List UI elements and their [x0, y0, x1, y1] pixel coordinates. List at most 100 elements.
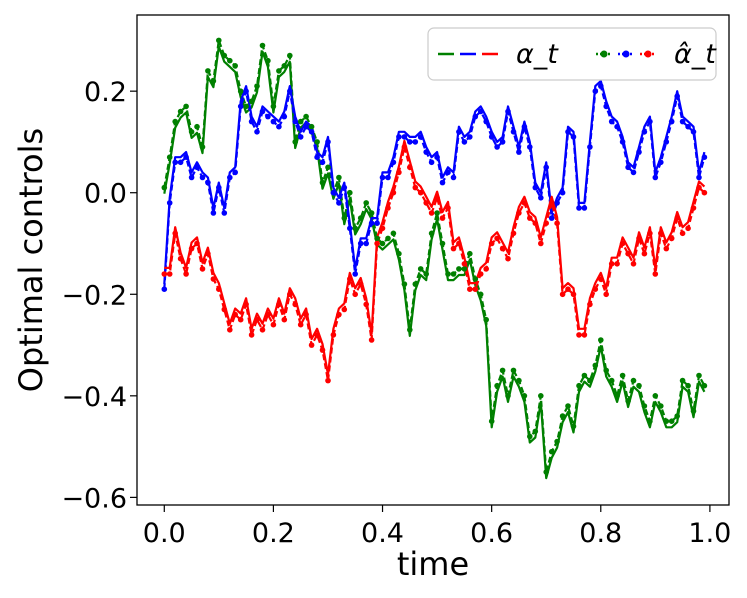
data-point	[641, 129, 648, 135]
data-point	[423, 271, 430, 277]
data-point	[363, 200, 370, 206]
data-point	[548, 448, 555, 455]
data-point	[625, 398, 631, 404]
data-point	[254, 129, 260, 135]
data-point	[248, 98, 255, 105]
data-point	[259, 327, 266, 333]
data-point	[232, 63, 238, 69]
data-point	[559, 189, 566, 196]
data-point	[603, 367, 609, 374]
data-point	[614, 123, 620, 130]
data-point	[297, 118, 304, 125]
data-point	[237, 103, 244, 110]
data-point	[696, 184, 702, 191]
data-point	[363, 301, 370, 308]
x-tick-label: 0.0	[143, 518, 186, 549]
data-point	[505, 393, 511, 399]
data-point	[527, 433, 533, 440]
data-point	[472, 276, 479, 282]
data-point	[685, 123, 691, 130]
data-point	[608, 261, 615, 267]
data-point	[674, 413, 680, 419]
data-point	[183, 103, 189, 110]
data-point	[407, 139, 413, 145]
data-point	[636, 235, 642, 242]
data-point	[510, 230, 517, 237]
data-point	[177, 108, 184, 115]
data-point	[374, 220, 380, 226]
data-point	[428, 230, 435, 237]
legend-label-alpha-hat: α̂_t	[674, 39, 717, 70]
data-point	[325, 164, 331, 171]
data-point	[516, 210, 522, 216]
data-point	[314, 154, 320, 160]
data-point	[401, 134, 408, 140]
data-point	[565, 129, 571, 135]
data-point	[172, 230, 178, 237]
data-point	[199, 144, 206, 150]
data-point	[199, 266, 206, 272]
data-point	[374, 235, 380, 242]
data-point	[636, 149, 642, 155]
data-point	[330, 332, 337, 338]
data-point	[390, 230, 397, 237]
data-point	[379, 174, 386, 181]
data-point	[499, 139, 506, 145]
data-point	[576, 205, 582, 211]
data-point	[592, 88, 599, 94]
data-point	[521, 200, 528, 206]
data-point	[630, 261, 637, 267]
data-point	[352, 225, 359, 232]
data-point	[357, 240, 364, 247]
data-point	[488, 418, 495, 425]
data-point	[276, 123, 282, 130]
data-point	[538, 240, 544, 247]
data-point	[390, 189, 397, 196]
data-point	[248, 332, 255, 338]
y-axis: −0.6 −0.4 −0.2 0.0 0.2	[61, 77, 137, 514]
data-point	[194, 123, 200, 130]
data-point	[330, 189, 337, 196]
data-point	[396, 134, 402, 140]
data-point	[483, 316, 490, 323]
data-point	[368, 337, 375, 343]
data-point	[450, 271, 457, 277]
x-tick-label: 0.8	[579, 518, 622, 549]
data-point	[287, 52, 293, 59]
data-point	[237, 88, 244, 94]
data-point	[205, 68, 211, 74]
data-point	[532, 184, 539, 191]
data-point	[647, 418, 653, 425]
data-point	[543, 164, 549, 171]
data-point	[625, 250, 631, 257]
data-point	[216, 286, 222, 293]
data-point	[221, 52, 228, 59]
data-point	[576, 382, 582, 389]
data-point	[516, 377, 522, 384]
data-point	[456, 266, 462, 272]
data-point	[576, 332, 582, 338]
data-point	[461, 139, 468, 145]
data-point	[259, 108, 266, 115]
data-point	[319, 347, 326, 353]
data-point	[270, 103, 277, 110]
series-line-alpha	[163, 45, 706, 480]
legend-swatch-marker	[644, 50, 652, 58]
data-point	[477, 291, 484, 298]
data-point	[325, 139, 331, 145]
data-point	[581, 372, 588, 379]
data-point	[379, 225, 386, 232]
data-point	[488, 134, 495, 140]
data-point	[614, 393, 620, 399]
data-point	[423, 200, 430, 206]
data-point	[363, 240, 370, 247]
data-point	[663, 418, 670, 425]
data-point	[265, 57, 271, 64]
data-point	[221, 210, 228, 216]
data-point	[341, 184, 348, 191]
data-point	[690, 205, 697, 211]
data-point	[199, 174, 206, 181]
data-point	[292, 139, 299, 145]
data-point	[161, 184, 168, 191]
x-axis: 0.0 0.2 0.4 0.6 0.8 1.0	[143, 505, 731, 549]
